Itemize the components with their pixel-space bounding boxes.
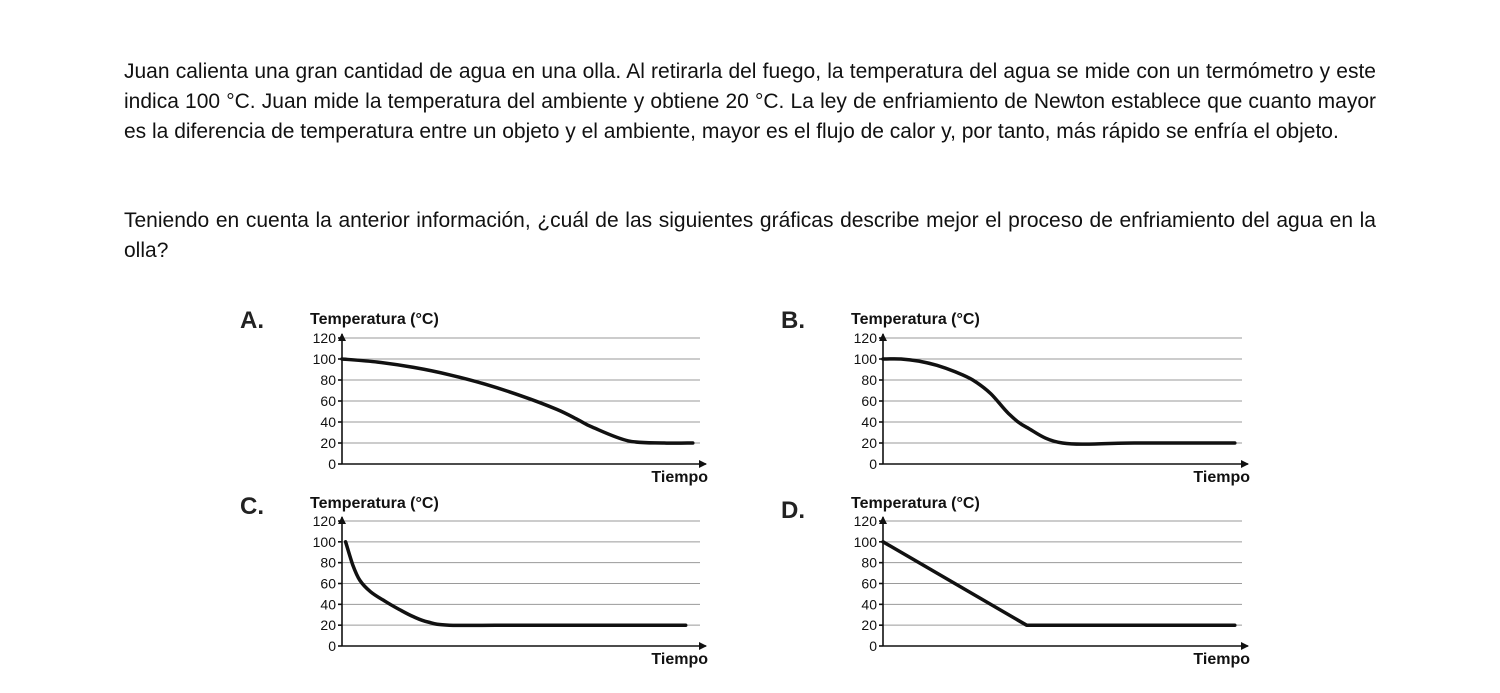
x-axis-arrow — [1241, 460, 1249, 468]
y-axis-arrow — [879, 516, 887, 524]
temperature-curve — [881, 357, 1237, 446]
y-tick-label: 40 — [320, 414, 336, 430]
x-axis-label: Tiempo — [651, 651, 708, 668]
y-tick-label: 120 — [313, 330, 337, 346]
question-paragraph-2: Teniendo en cuenta la anterior informaci… — [124, 209, 1376, 262]
y-tick-label: 20 — [320, 617, 336, 633]
y-tick-label: 60 — [320, 576, 336, 592]
y-tick-label: 40 — [861, 414, 877, 430]
option-letter: A. — [240, 307, 264, 334]
x-axis-label: Tiempo — [1193, 469, 1250, 486]
y-axis-label: Temperatura (°C) — [851, 311, 980, 328]
y-tick-label: 40 — [320, 596, 336, 612]
option-letter: C. — [240, 493, 264, 520]
y-axis-arrow — [338, 516, 346, 524]
y-axis-label: Temperatura (°C) — [310, 495, 439, 512]
chart-option-1: A. Temperatura (°C) 0 20 40 60 80 100 120 Tiempo — [240, 307, 708, 486]
y-tick-label: 0 — [869, 638, 877, 654]
x-axis-label: Tiempo — [651, 469, 708, 486]
y-tick-label: 80 — [320, 555, 336, 571]
y-tick-label: 80 — [861, 372, 877, 388]
y-tick-label: 100 — [854, 351, 878, 367]
y-tick-label: 0 — [869, 456, 877, 472]
y-tick-label: 120 — [854, 513, 878, 529]
y-tick-label: 120 — [313, 513, 337, 529]
x-axis-arrow — [699, 642, 707, 650]
x-axis-label: Tiempo — [1193, 651, 1250, 668]
chart-option-2: B. Temperatura (°C) 0 20 40 60 80 100 120 Tiempo — [781, 307, 1250, 486]
y-tick-label: 20 — [861, 435, 877, 451]
y-tick-label: 20 — [861, 617, 877, 633]
y-tick-label: 60 — [861, 393, 877, 409]
y-tick-label: 100 — [313, 351, 337, 367]
y-tick-label: 0 — [328, 638, 336, 654]
option-letter: D. — [781, 497, 805, 524]
temperature-curve — [881, 540, 1237, 627]
y-tick-label: 20 — [320, 435, 336, 451]
y-tick-label: 60 — [861, 576, 877, 592]
option-letter: B. — [781, 307, 805, 334]
temperature-curve — [343, 540, 688, 628]
x-axis-arrow — [699, 460, 707, 468]
y-axis-arrow — [879, 333, 887, 341]
y-tick-label: 80 — [320, 372, 336, 388]
chart-option-3: C. Temperatura (°C) 0 20 40 60 80 100 120 Tiempo — [240, 493, 708, 668]
y-tick-label: 40 — [861, 596, 877, 612]
x-axis-arrow — [1241, 642, 1249, 650]
y-axis-label: Temperatura (°C) — [851, 495, 980, 512]
y-tick-label: 0 — [328, 456, 336, 472]
y-axis-arrow — [338, 333, 346, 341]
y-tick-label: 100 — [854, 534, 878, 550]
chart-option-4: D. Temperatura (°C) 0 20 40 60 80 100 120 Tiempo — [781, 495, 1250, 668]
y-tick-label: 120 — [854, 330, 878, 346]
y-axis-label: Temperatura (°C) — [310, 311, 439, 328]
y-tick-label: 60 — [320, 393, 336, 409]
y-tick-label: 100 — [313, 534, 337, 550]
y-tick-label: 80 — [861, 555, 877, 571]
temperature-curve — [340, 357, 695, 445]
question-paragraph-1: Juan calienta una gran cantidad de agua … — [124, 60, 1376, 143]
